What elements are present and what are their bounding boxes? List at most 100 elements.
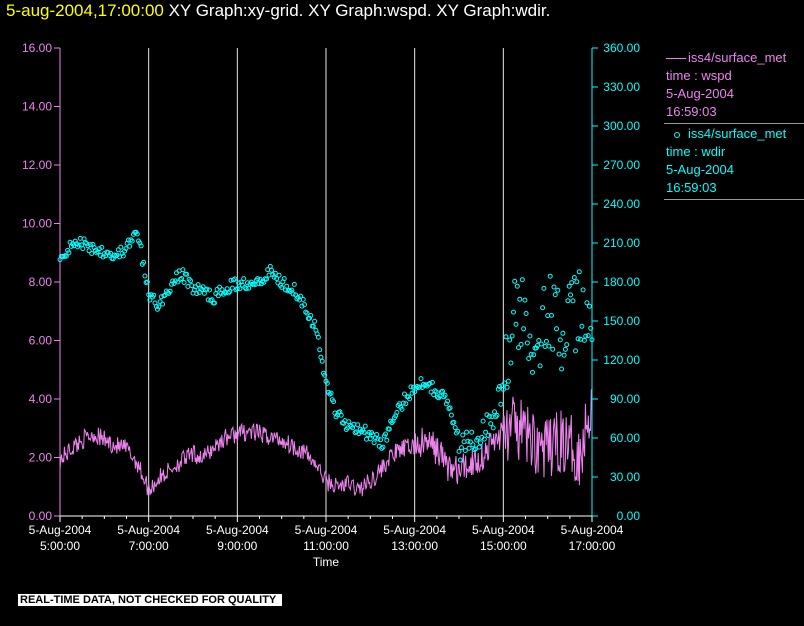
wdir-data-point	[232, 276, 238, 282]
quality-disclaimer: REAL-TIME DATA, NOT CHECKED FOR QUALITY	[18, 594, 283, 606]
wdir-data-point	[291, 281, 297, 287]
wdir-data-point	[500, 386, 506, 392]
wdir-data-point	[460, 432, 466, 438]
wdir-data-point	[557, 337, 563, 343]
wdir-data-point	[399, 406, 405, 412]
legend-wspd-source: iss4/surface_met	[688, 50, 787, 65]
wdir-data-point	[429, 379, 435, 385]
wdir-data-point	[127, 243, 133, 249]
wdir-data-point	[568, 292, 573, 298]
wdir-data-point	[378, 437, 383, 443]
wdir-data-point	[551, 284, 557, 290]
x-tick-time-label: 9:00:00	[217, 539, 257, 553]
wdir-data-point	[571, 275, 577, 280]
wdir-data-point	[302, 302, 307, 308]
wdir-data-point	[547, 273, 553, 279]
right-tick-label: 210.00	[603, 236, 640, 250]
wdir-data-point	[581, 337, 587, 343]
wdir-data-point	[585, 333, 591, 339]
wdir-data-point	[72, 238, 78, 244]
wdir-data-point	[555, 287, 561, 293]
wdir-data-point	[179, 276, 185, 281]
series-layer	[57, 229, 595, 497]
wdir-data-point	[379, 445, 385, 451]
wdir-data-point	[473, 446, 478, 452]
wdir-data-point	[112, 252, 117, 258]
wdir-data-point	[355, 422, 361, 428]
wdir-data-point	[579, 323, 585, 329]
wdir-data-point	[580, 287, 586, 293]
wdir-data-point	[134, 231, 140, 237]
x-axis-title: Time	[313, 555, 340, 569]
x-tick-date-label: 5-Aug-2004	[117, 523, 180, 537]
wdir-data-point	[237, 286, 243, 292]
wdir-data-point	[521, 326, 527, 332]
wdir-data-point	[167, 288, 173, 294]
right-tick-label: 0.00	[617, 509, 641, 523]
wdir-data-point	[219, 287, 225, 293]
wdir-data-point	[160, 301, 166, 307]
wdir-data-point	[561, 352, 567, 358]
wdir-data-point	[504, 384, 510, 390]
wdir-data-point	[528, 351, 534, 357]
wdir-data-point	[495, 386, 501, 392]
wdir-data-point	[494, 412, 500, 418]
wdir-data-point	[503, 334, 509, 340]
x-tick-time-label: 17:00:00	[569, 539, 616, 553]
legend-entry-wspd: iss4/surface_met time : wspd 5-Aug-2004 …	[664, 48, 804, 124]
wdir-data-point	[517, 296, 523, 302]
wdir-data-point	[457, 457, 463, 463]
wdir-data-point	[433, 389, 439, 395]
wdir-data-point	[452, 425, 458, 431]
wdir-data-point	[367, 436, 373, 442]
wdir-data-point	[469, 429, 475, 435]
wdir-data-point	[275, 280, 281, 286]
x-tick-time-label: 11:00:00	[303, 539, 349, 553]
wdir-data-point	[87, 242, 93, 248]
wdir-data-point	[264, 276, 269, 282]
wdir-data-point	[331, 399, 337, 405]
wdir-data-point	[538, 341, 544, 347]
wdir-data-point	[552, 292, 558, 298]
left-tick-label: 16.00	[22, 41, 52, 55]
legend-wdir-variable: time : wdir	[666, 144, 726, 159]
wdir-data-point	[516, 345, 521, 351]
wdir-data-point	[464, 429, 470, 435]
wdir-data-point	[524, 340, 530, 346]
wdir-data-point	[493, 414, 499, 420]
wdir-data-point	[89, 251, 95, 256]
wdir-data-point	[298, 293, 304, 299]
x-tick-time-label: 15:00:00	[480, 539, 527, 553]
wdir-data-point	[448, 412, 454, 418]
wdir-data-point	[212, 300, 217, 306]
wdir-data-point	[508, 360, 514, 366]
legend-entry-wdir: iss4/surface_met time : wdir 5-Aug-2004 …	[664, 124, 804, 200]
wdir-data-point	[312, 318, 318, 324]
wdir-data-point	[129, 238, 135, 244]
wdir-data-point	[371, 440, 377, 446]
wdir-data-point	[276, 272, 282, 278]
left-tick-label: 12.00	[22, 158, 52, 172]
right-tick-label: 30.00	[610, 470, 640, 484]
wdir-data-point	[386, 426, 392, 432]
wdir-data-point	[566, 283, 572, 289]
wdir-data-point	[531, 352, 537, 358]
wdir-data-point	[286, 287, 292, 293]
wdir-data-point	[462, 448, 468, 453]
wdir-data-point	[476, 444, 482, 450]
wdir-data-point	[554, 326, 559, 332]
wdir-data-point	[480, 418, 486, 424]
x-tick-date-label: 5-Aug-2004	[561, 523, 624, 537]
wdir-data-point	[519, 277, 525, 283]
left-tick-label: 4.00	[29, 392, 53, 406]
wdir-data-point	[467, 439, 473, 445]
x-tick-date-label: 5-Aug-2004	[29, 523, 92, 537]
wdir-data-point	[451, 419, 457, 425]
wdir-data-point	[317, 347, 323, 353]
wdir-data-point	[574, 279, 580, 285]
wdir-data-point	[341, 420, 347, 426]
wdir-data-point	[86, 248, 92, 254]
right-tick-label: 90.00	[610, 392, 640, 406]
wdir-data-point	[217, 284, 223, 290]
right-tick-label: 240.00	[603, 197, 640, 211]
